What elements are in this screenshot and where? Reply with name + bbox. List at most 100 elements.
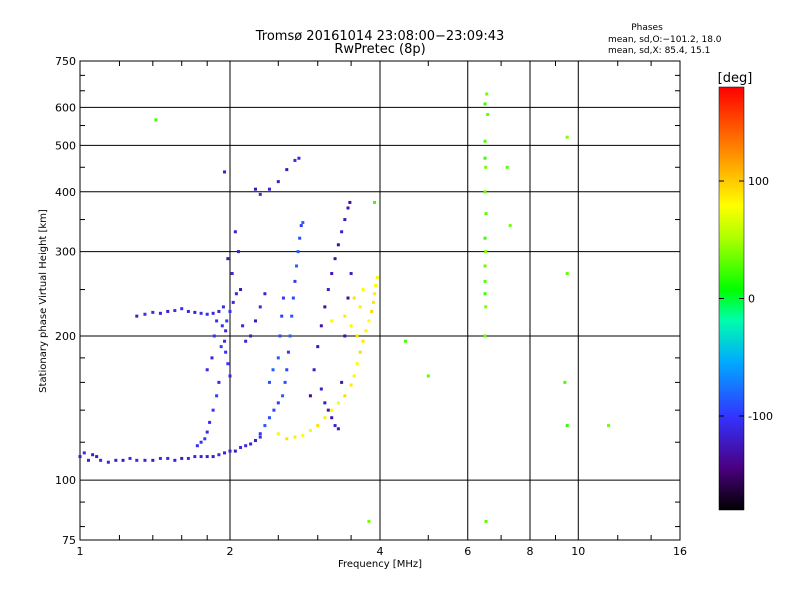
data-point <box>343 394 347 398</box>
data-point <box>426 374 430 378</box>
data-point <box>281 296 285 300</box>
data-point <box>186 309 190 313</box>
chart-title: Tromsø 20161014 23:08:00−23:09:43 <box>255 29 505 44</box>
data-point <box>374 283 378 287</box>
data-point <box>78 455 82 459</box>
data-point <box>180 456 184 460</box>
data-point <box>355 362 359 366</box>
colorbar-label: [deg] <box>718 71 753 86</box>
phases-title: Phases <box>631 23 663 33</box>
data-point <box>276 401 280 405</box>
data-point <box>358 350 362 354</box>
data-point <box>99 458 103 462</box>
data-point <box>508 224 512 228</box>
data-point <box>267 380 271 384</box>
data-point <box>258 305 262 309</box>
data-point <box>258 432 262 436</box>
data-point <box>483 190 487 194</box>
data-point <box>253 187 257 191</box>
data-point <box>323 305 327 309</box>
data-point <box>267 416 271 420</box>
data-point <box>253 319 257 323</box>
data-point <box>484 250 488 254</box>
data-point <box>199 440 203 444</box>
data-point <box>211 311 215 315</box>
data-point <box>195 444 199 448</box>
data-point <box>293 279 297 283</box>
data-point <box>319 324 323 328</box>
data-point <box>316 345 320 349</box>
y-axis-label: Stationary phase Virtual Height [km] <box>38 209 49 393</box>
data-point <box>483 334 487 338</box>
data-point <box>316 424 320 428</box>
y-tick-label: 100 <box>55 474 76 487</box>
data-point <box>223 451 227 455</box>
data-point <box>143 312 147 316</box>
data-point <box>91 453 95 457</box>
data-point <box>340 230 344 234</box>
data-point <box>106 460 110 464</box>
data-point <box>361 339 365 343</box>
data-point <box>346 206 350 210</box>
y-tick-label: 500 <box>55 139 76 152</box>
data-point <box>285 437 289 441</box>
data-point <box>193 455 197 459</box>
grid-lines <box>80 61 680 540</box>
data-point <box>343 314 347 318</box>
data-point <box>343 334 347 338</box>
data-point <box>297 156 301 160</box>
data-point <box>220 324 224 328</box>
data-point <box>258 192 262 196</box>
data-point <box>298 236 302 240</box>
data-point <box>203 437 207 441</box>
data-point <box>276 180 280 184</box>
data-point <box>258 435 262 439</box>
data-point <box>211 408 215 412</box>
data-point <box>151 310 155 314</box>
data-point <box>299 224 303 228</box>
data-point <box>373 200 377 204</box>
data-point <box>607 424 611 428</box>
data-point <box>211 455 215 459</box>
data-point <box>290 314 294 318</box>
data-point <box>244 339 248 343</box>
data-point <box>263 292 267 296</box>
data-point <box>484 212 488 216</box>
data-point <box>330 416 334 420</box>
data-point <box>233 230 237 234</box>
data-point <box>301 433 305 437</box>
colorbar-tick-label: -100 <box>748 410 773 423</box>
data-point <box>323 401 327 405</box>
data-point <box>286 350 290 354</box>
data-point <box>205 455 209 459</box>
data-point <box>358 305 362 309</box>
data-point <box>205 312 209 316</box>
data-point <box>241 324 245 328</box>
data-point <box>95 455 99 459</box>
phases-x-stats: mean, sd,X: 85.4, 15.1 <box>608 46 710 56</box>
data-point <box>288 334 292 338</box>
phases-o-stats: mean, sd,O:−101.2, 18.0 <box>608 35 722 45</box>
data-point <box>283 380 287 384</box>
data-point <box>166 456 170 460</box>
data-point <box>370 309 374 313</box>
y-tick-label: 300 <box>55 246 76 259</box>
data-point <box>180 307 184 311</box>
data-point <box>231 300 235 304</box>
data-point <box>319 387 323 391</box>
data-point <box>330 272 334 276</box>
data-point <box>205 430 209 434</box>
y-tick-label: 400 <box>55 186 76 199</box>
data-point <box>330 408 334 412</box>
data-point <box>291 296 295 300</box>
data-point <box>348 200 352 204</box>
data-point <box>193 310 197 314</box>
data-point <box>263 424 267 428</box>
data-point <box>281 394 285 398</box>
x-tick-label: 10 <box>571 545 585 558</box>
data-point <box>293 435 297 439</box>
data-point <box>565 424 569 428</box>
data-point <box>276 356 280 360</box>
data-point <box>285 168 289 172</box>
data-point <box>217 453 221 457</box>
